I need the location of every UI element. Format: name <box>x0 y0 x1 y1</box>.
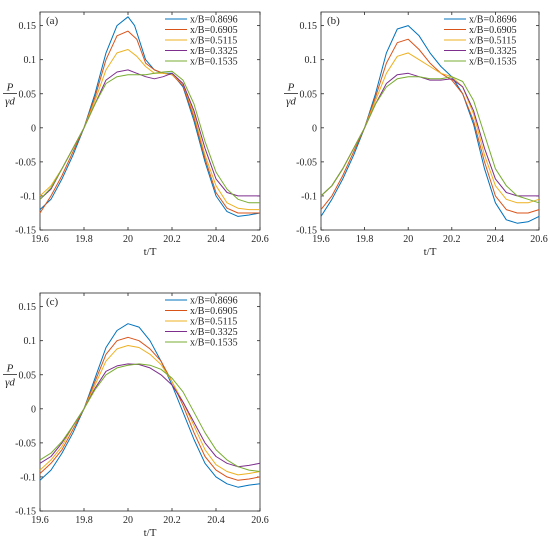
x-tick-label: 20.4 <box>207 234 225 245</box>
y-tick-label: 0 <box>312 123 317 134</box>
legend-entry: x/B=0.3325 <box>190 46 238 57</box>
x-tick-label: 20 <box>123 234 133 245</box>
legend: x/B=0.8696x/B=0.6905x/B=0.5115x/B=0.3325… <box>165 296 238 349</box>
y-tick-label: -0.15 <box>15 226 36 237</box>
legend-entry: x/B=0.1535 <box>190 338 238 349</box>
legend: x/B=0.8696x/B=0.6905x/B=0.5115x/B=0.3325… <box>444 15 517 68</box>
legend-entry: x/B=0.1535 <box>469 57 517 68</box>
legend-entry: x/B=0.6905 <box>190 306 238 317</box>
y-tick-label: 0.15 <box>19 21 37 32</box>
panel-label: (c) <box>46 296 59 308</box>
x-tick-label: 20.6 <box>251 515 269 526</box>
x-tick-label: 20 <box>403 234 413 245</box>
legend-entry: x/B=0.8696 <box>190 15 238 26</box>
legend-entry: x/B=0.8696 <box>190 296 238 307</box>
legend-entry: x/B=0.5115 <box>190 317 237 328</box>
legend-entry: x/B=0.8696 <box>469 15 517 26</box>
x-tick-label: 20.4 <box>207 515 225 526</box>
chart-panel-c: -0.15 -0.1 -0.05 0 0.05 0.1 0.15 19.6 19.8 20 20.2… <box>3 292 269 539</box>
y-tick-label: -0.05 <box>296 157 317 168</box>
y-axis-label-numerator: P <box>6 362 14 374</box>
series-line-5 <box>39 70 260 204</box>
x-tick-label: 20.6 <box>251 234 269 245</box>
y-tick-label: -0.1 <box>20 191 36 202</box>
legend-entry: x/B=0.5115 <box>469 36 516 47</box>
y-tick-label: -0.15 <box>296 226 317 237</box>
x-tick-label: 20.2 <box>443 234 461 245</box>
y-tick-label: -0.15 <box>15 507 36 518</box>
series-line-1 <box>39 323 261 488</box>
x-axis-label: t/T <box>144 527 157 539</box>
panel-label: (a) <box>46 15 59 27</box>
x-tick-label: 19.6 <box>31 515 49 526</box>
y-tick-label: 0.1 <box>305 55 318 66</box>
x-tick-label: 19.8 <box>75 234 93 245</box>
y-axis-label-denominator: γd <box>5 95 15 107</box>
series-line-1 <box>39 16 261 217</box>
x-tick-label: 19.8 <box>75 515 93 526</box>
series-line-2 <box>39 30 260 214</box>
y-tick-label: 0.15 <box>19 302 37 313</box>
legend: x/B=0.8696x/B=0.6905x/B=0.5115x/B=0.3325… <box>165 15 238 68</box>
panel-label: (b) <box>327 15 340 27</box>
legend-entry: x/B=0.6905 <box>469 25 517 36</box>
y-axis-label-denominator: γd <box>286 95 296 107</box>
legend-entry: x/B=0.5115 <box>190 36 237 47</box>
legend-entry: x/B=0.3325 <box>190 327 238 338</box>
legend-entry: x/B=0.6905 <box>190 25 238 36</box>
y-axis-label-denominator: γd <box>5 376 15 388</box>
y-axis-label-numerator: P <box>287 81 295 93</box>
y-tick-label: 0.15 <box>300 21 318 32</box>
legend-entry: x/B=0.1535 <box>190 57 238 68</box>
y-tick-label: 0 <box>31 404 36 415</box>
y-tick-label: -0.05 <box>15 157 36 168</box>
series-line-5 <box>320 76 540 204</box>
x-tick-label: 19.6 <box>312 234 330 245</box>
series-line-5 <box>39 363 261 472</box>
axes-box <box>320 11 540 231</box>
y-axis-label-numerator: P <box>6 81 14 93</box>
y-tick-label: -0.05 <box>15 438 36 449</box>
y-tick-label: 0.05 <box>19 89 37 100</box>
x-tick-label: 19.6 <box>31 234 49 245</box>
x-tick-label: 20.6 <box>530 234 548 245</box>
y-tick-label: 0.05 <box>300 89 318 100</box>
legend-entry: x/B=0.3325 <box>469 46 517 57</box>
chart-panel-b: -0.15 -0.1 -0.05 0 0.05 0.1 0.15 19.6 19.8 20 20.2… <box>284 11 548 258</box>
x-axis-label: t/T <box>424 246 437 258</box>
y-tick-label: 0.1 <box>24 55 37 66</box>
x-tick-label: 19.8 <box>356 234 374 245</box>
x-tick-label: 20.2 <box>163 515 181 526</box>
axes-box <box>39 11 261 231</box>
series-line-1 <box>320 25 540 224</box>
x-tick-label: 20.4 <box>487 234 505 245</box>
y-tick-label: -0.1 <box>301 191 317 202</box>
y-tick-label: 0.1 <box>24 336 37 347</box>
series-line-2 <box>39 336 261 481</box>
series-line-2 <box>320 38 540 214</box>
y-tick-label: 0 <box>31 123 36 134</box>
y-tick-label: -0.1 <box>20 472 36 483</box>
x-axis-label: t/T <box>144 246 157 258</box>
x-tick-label: 20 <box>123 515 133 526</box>
y-tick-label: 0.05 <box>19 370 37 381</box>
x-tick-label: 20.2 <box>163 234 181 245</box>
chart-panel-a: -0.15 -0.1 -0.05 0 0.05 0.1 0.15 19.6 19.8 20 20.2… <box>3 11 269 258</box>
